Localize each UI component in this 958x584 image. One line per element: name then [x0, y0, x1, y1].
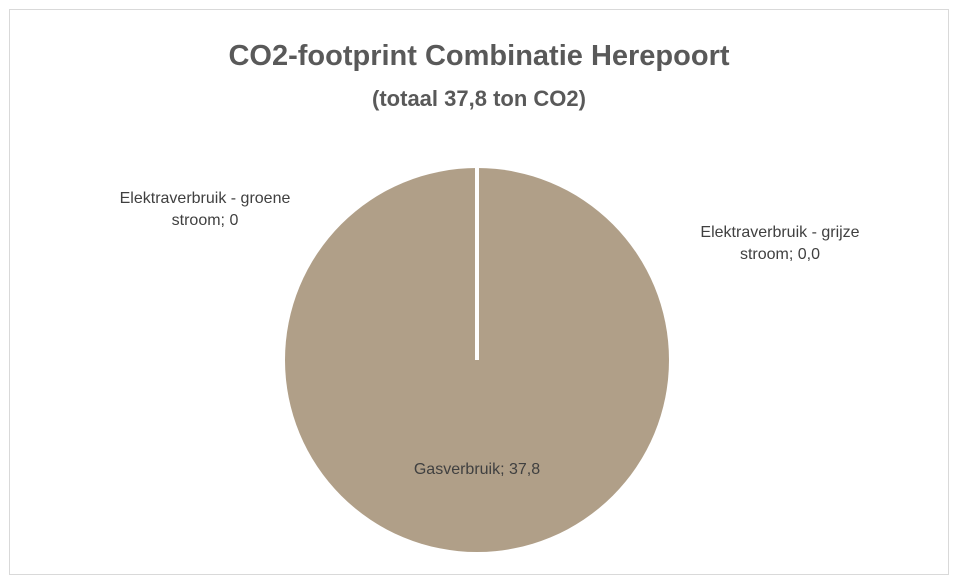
data-label: Elektraverbruik - grijze stroom; 0,0 — [700, 224, 860, 263]
chart-subtitle: (totaal 37,8 ton CO2) — [372, 86, 586, 111]
data-label: Elektraverbruik - groene stroom; 0 — [119, 190, 291, 229]
data-label: Gasverbruik; 37,8 — [413, 461, 541, 478]
chart-title: CO2-footprint Combinatie Herepoort — [228, 40, 730, 72]
